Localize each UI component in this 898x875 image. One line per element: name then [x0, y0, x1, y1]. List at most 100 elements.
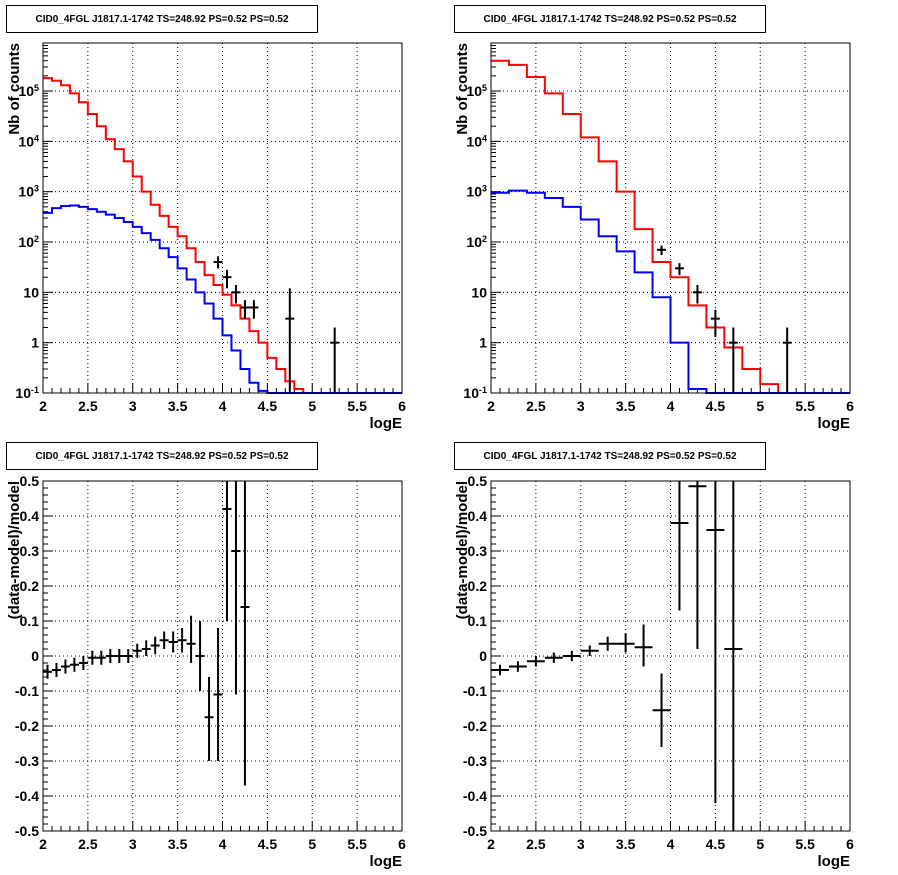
- panel-3-data-point: [159, 631, 169, 649]
- panel-3-data-point: [60, 659, 70, 674]
- panel-3-data-point: [231, 481, 241, 695]
- panel-2-data-point: [674, 263, 684, 276]
- x-tick-label: 3: [577, 836, 585, 852]
- x-tick-label: 4: [219, 398, 227, 414]
- panel-2-data-point: [657, 245, 667, 256]
- panel-3-data-point: [141, 640, 151, 656]
- y-tick-label: 103: [18, 184, 39, 200]
- x-tick-label: 3: [129, 398, 137, 414]
- panel-2-series-1-line: [491, 59, 850, 394]
- panel-3-data-point: [168, 631, 178, 653]
- panel-4-frame: [490, 480, 851, 832]
- x-tick-label: 2.5: [78, 836, 98, 852]
- tick-label-base: 10: [18, 184, 34, 200]
- y-tick-label: 0.4: [468, 508, 488, 524]
- x-tick-label: 4.5: [706, 836, 726, 852]
- panel-3-data-point: [240, 481, 250, 786]
- panel-3-data-point: [105, 649, 115, 663]
- y-tick-label: 0.5: [468, 473, 488, 489]
- y-tick-label: 10-1: [463, 385, 487, 401]
- x-tick-label: 5.5: [795, 836, 815, 852]
- x-tick-label: 6: [398, 398, 406, 414]
- y-tick-label: 0.1: [20, 613, 40, 629]
- tick-label-exponent: 2: [482, 234, 487, 244]
- tick-label-base: 10: [15, 385, 31, 401]
- panel-3-x-axis-title: logE: [370, 853, 403, 870]
- tick-label-base: 10: [466, 83, 482, 99]
- panel-4-data-point: [598, 636, 617, 651]
- tick-label-base: 10: [18, 133, 34, 149]
- x-tick-label: 2.5: [526, 836, 546, 852]
- x-tick-label: 5.5: [347, 836, 367, 852]
- panel-3-data-point: [123, 649, 133, 663]
- panel-3-data-point: [195, 621, 205, 691]
- panel-3-title: CID0_4FGL J1817.1-1742 TS=248.92 PS=0.52…: [6, 442, 318, 470]
- y-tick-label: 10-1: [15, 385, 39, 401]
- y-tick-label: 104: [466, 133, 487, 149]
- panel-3-data-point: [51, 663, 61, 677]
- panel-3-frame: [42, 480, 403, 832]
- x-tick-label: 6: [846, 398, 854, 414]
- panel-4-data-point: [688, 481, 707, 649]
- panel-3-data-point: [177, 628, 187, 653]
- panel-3-data-point: [222, 481, 232, 621]
- tick-label-base: 10: [466, 133, 482, 149]
- panel-2-series-2-line: [491, 189, 850, 394]
- panel-2-x-axis-title: logE: [818, 415, 851, 432]
- y-tick-label: 0.4: [20, 508, 40, 524]
- y-tick-label: 105: [466, 83, 487, 99]
- y-tick-label: 0.3: [468, 543, 488, 559]
- tick-label-exponent: 3: [482, 184, 487, 194]
- panel-4-title: CID0_4FGL J1817.1-1742 TS=248.92 PS=0.52…: [454, 442, 766, 470]
- x-tick-label: 5.5: [795, 398, 815, 414]
- panel-4-x-axis-title: logE: [818, 853, 851, 870]
- x-tick-label: 4: [667, 398, 675, 414]
- panel-1-title: CID0_4FGL J1817.1-1742 TS=248.92 PS=0.52…: [6, 5, 318, 33]
- panel-3-data-point: [114, 649, 124, 663]
- panel-1-frame: [42, 42, 403, 394]
- panel-4-data-point: [634, 624, 653, 667]
- x-tick-label: 4.5: [706, 398, 726, 414]
- y-tick-label: 102: [466, 234, 487, 250]
- panel-1-data-point: [213, 256, 223, 269]
- tick-label-base: 10: [18, 83, 34, 99]
- panel-1-data-point: [231, 284, 241, 304]
- y-tick-label: 0.5: [20, 473, 40, 489]
- panel-2-data-point: [782, 327, 792, 393]
- x-tick-label: 5: [308, 836, 316, 852]
- panel-4-data-point: [508, 661, 527, 672]
- y-tick-label: 0.2: [468, 578, 488, 594]
- x-tick-label: 5: [756, 836, 764, 852]
- panel-1-series-2-line: [43, 204, 402, 394]
- tick-label-exponent: 4: [34, 133, 39, 143]
- panel-2-data-point: [728, 327, 738, 393]
- panel-1-data-point: [285, 288, 295, 393]
- panel-4-data-point: [491, 664, 509, 676]
- panel-4-data-point: [670, 481, 689, 611]
- x-tick-label: 3: [577, 398, 585, 414]
- x-tick-label: 3.5: [616, 836, 636, 852]
- y-tick-label: 10: [23, 284, 39, 300]
- x-tick-label: 2.5: [526, 398, 546, 414]
- panel-2-y-axis-title: Nb of counts: [454, 43, 471, 135]
- y-tick-label: -0.1: [463, 683, 487, 699]
- y-tick-label: 10: [471, 284, 487, 300]
- y-tick-label: -0.4: [15, 788, 39, 804]
- y-tick-label: 103: [466, 184, 487, 200]
- panel-1-x-axis-title: logE: [370, 415, 403, 432]
- y-tick-label: 0.2: [20, 578, 40, 594]
- x-tick-label: 4.5: [258, 836, 278, 852]
- y-tick-label: -0.2: [15, 718, 39, 734]
- panel-4-plot: [490, 480, 851, 832]
- panel-4-y-axis-title: (data-model)/model: [454, 481, 471, 619]
- x-tick-label: 5: [308, 398, 316, 414]
- panel-1-series-1-line: [43, 77, 402, 394]
- panel-4-data-point: [706, 481, 725, 803]
- y-tick-label: 0.3: [20, 543, 40, 559]
- panel-3-data-point: [96, 650, 106, 665]
- y-tick-label: -0.2: [463, 718, 487, 734]
- x-tick-label: 4.5: [258, 398, 278, 414]
- x-tick-label: 5.5: [347, 398, 367, 414]
- x-tick-label: 6: [398, 836, 406, 852]
- tick-label-base: 10: [18, 234, 34, 250]
